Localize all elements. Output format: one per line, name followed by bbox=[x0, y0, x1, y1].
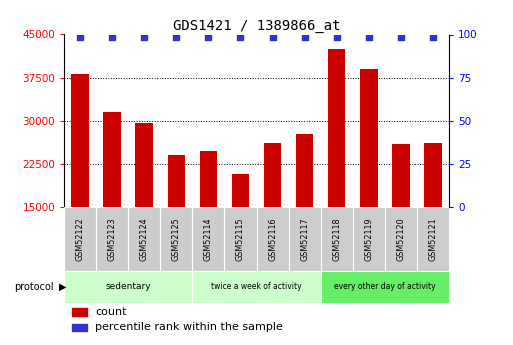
Bar bbox=[72, 324, 87, 332]
Bar bbox=[256, 207, 288, 271]
Bar bbox=[168, 156, 185, 207]
Point bbox=[140, 34, 148, 40]
Point bbox=[172, 34, 181, 40]
Bar bbox=[417, 207, 449, 271]
Title: GDS1421 / 1389866_at: GDS1421 / 1389866_at bbox=[173, 19, 340, 33]
Text: GSM52122: GSM52122 bbox=[75, 217, 85, 261]
Point bbox=[397, 34, 405, 40]
Bar bbox=[104, 112, 121, 207]
Bar bbox=[321, 207, 353, 271]
Bar bbox=[64, 207, 96, 271]
Bar bbox=[424, 143, 442, 207]
Bar bbox=[321, 271, 449, 303]
Point bbox=[236, 34, 245, 40]
Bar bbox=[392, 144, 409, 207]
Text: GSM52119: GSM52119 bbox=[364, 217, 373, 261]
Point bbox=[429, 34, 437, 40]
Bar bbox=[200, 151, 217, 207]
Point bbox=[365, 34, 373, 40]
Bar bbox=[71, 74, 89, 207]
Point bbox=[332, 34, 341, 40]
Bar bbox=[192, 271, 321, 303]
Bar bbox=[353, 207, 385, 271]
Text: count: count bbox=[95, 307, 126, 317]
Bar bbox=[264, 143, 281, 207]
Bar bbox=[192, 207, 225, 271]
Bar bbox=[385, 207, 417, 271]
Point bbox=[76, 34, 84, 40]
Text: GSM52115: GSM52115 bbox=[236, 217, 245, 261]
Bar bbox=[64, 271, 192, 303]
Bar bbox=[128, 207, 160, 271]
Text: sedentary: sedentary bbox=[106, 283, 151, 292]
Point bbox=[204, 34, 212, 40]
Text: GSM52118: GSM52118 bbox=[332, 217, 341, 261]
Text: GSM52117: GSM52117 bbox=[300, 217, 309, 261]
Bar bbox=[296, 134, 313, 207]
Point bbox=[301, 34, 309, 40]
Bar bbox=[135, 123, 153, 207]
Point bbox=[268, 34, 277, 40]
Text: GSM52121: GSM52121 bbox=[428, 217, 438, 261]
Bar bbox=[360, 69, 378, 207]
Text: GSM52125: GSM52125 bbox=[172, 217, 181, 261]
Bar bbox=[232, 174, 249, 207]
Text: GSM52124: GSM52124 bbox=[140, 217, 149, 261]
Text: GSM52116: GSM52116 bbox=[268, 217, 277, 261]
Point bbox=[108, 34, 116, 40]
Bar bbox=[72, 308, 87, 316]
Text: GSM52114: GSM52114 bbox=[204, 217, 213, 261]
Bar bbox=[288, 207, 321, 271]
Text: GSM52123: GSM52123 bbox=[108, 217, 117, 261]
Text: ▶: ▶ bbox=[59, 282, 67, 292]
Text: GSM52120: GSM52120 bbox=[396, 217, 405, 261]
Text: twice a week of activity: twice a week of activity bbox=[211, 283, 302, 292]
Bar bbox=[96, 207, 128, 271]
Text: every other day of activity: every other day of activity bbox=[334, 283, 436, 292]
Bar bbox=[225, 207, 256, 271]
Bar bbox=[160, 207, 192, 271]
Text: percentile rank within the sample: percentile rank within the sample bbox=[95, 323, 283, 333]
Text: protocol: protocol bbox=[14, 282, 54, 292]
Bar bbox=[328, 49, 345, 207]
